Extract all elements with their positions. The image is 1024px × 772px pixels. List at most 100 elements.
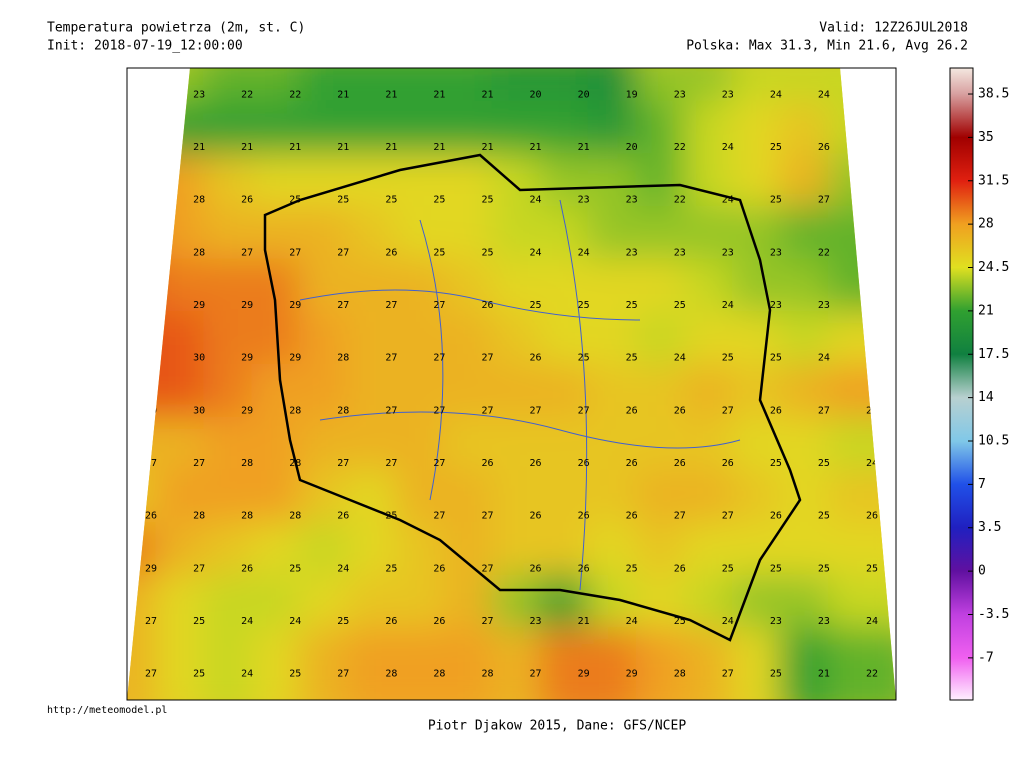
temperature-label: 22 bbox=[241, 89, 253, 100]
temperature-label: 30 bbox=[193, 405, 205, 416]
temperature-label: 21 bbox=[530, 142, 542, 153]
temperature-label: 21 bbox=[193, 142, 205, 153]
temperature-label: 27 bbox=[433, 300, 445, 311]
temperature-label: 21 bbox=[818, 669, 830, 680]
temperature-label: 24 bbox=[722, 300, 734, 311]
temperature-label: 29 bbox=[626, 669, 638, 680]
temperature-label: 21 bbox=[337, 89, 349, 100]
temperature-label: 25 bbox=[578, 353, 590, 364]
temperature-label: 24 bbox=[289, 616, 301, 627]
temperature-label: 30 bbox=[145, 353, 157, 364]
colorbar-label: 21 bbox=[978, 303, 994, 318]
temperature-label: 23 bbox=[626, 195, 638, 206]
temperature-label: 21 bbox=[578, 616, 590, 627]
temperature-label: 29 bbox=[145, 247, 157, 258]
temperature-label: 29 bbox=[193, 300, 205, 311]
temperature-label: 25 bbox=[481, 247, 493, 258]
temperature-label: 26 bbox=[770, 511, 782, 522]
temperature-label: 25 bbox=[626, 563, 638, 574]
colorbar-label: 14 bbox=[978, 390, 994, 405]
credit: Piotr Djakow 2015, Dane: GFS/NCEP bbox=[428, 719, 686, 734]
temperature-label: 27 bbox=[385, 300, 397, 311]
temperature-label: 26 bbox=[481, 300, 493, 311]
temperature-label: 25 bbox=[193, 669, 205, 680]
temperature-label: 25 bbox=[481, 195, 493, 206]
colorbar-label: 24.5 bbox=[978, 260, 1009, 275]
temperature-label: 27 bbox=[722, 511, 734, 522]
poland-border bbox=[263, 153, 802, 642]
temperature-label: 27 bbox=[578, 405, 590, 416]
temperature-label: 27 bbox=[337, 669, 349, 680]
temperature-label: 25 bbox=[530, 300, 542, 311]
temperature-label: 23 bbox=[866, 195, 878, 206]
temperature-label: 23 bbox=[578, 195, 590, 206]
temperature-label: 21 bbox=[385, 142, 397, 153]
temperature-label: 27 bbox=[433, 353, 445, 364]
temperature-label: 27 bbox=[481, 511, 493, 522]
temperature-label: 24 bbox=[337, 563, 349, 574]
colorbar-label: 0 bbox=[978, 564, 986, 579]
temperature-label: 27 bbox=[530, 405, 542, 416]
temperature-label: 25 bbox=[722, 353, 734, 364]
temperature-label: 23 bbox=[770, 616, 782, 627]
temperature-label: 25 bbox=[770, 142, 782, 153]
temperature-label: 26 bbox=[578, 458, 590, 469]
temperature-label: 19 bbox=[626, 89, 638, 100]
temperature-label: 26 bbox=[145, 511, 157, 522]
temperature-label: 21 bbox=[289, 142, 301, 153]
temperature-label: 26 bbox=[385, 616, 397, 627]
temperature-label: 23 bbox=[193, 89, 205, 100]
temperature-label: 24 bbox=[722, 142, 734, 153]
temperature-label: 21 bbox=[433, 142, 445, 153]
temperature-label: 26 bbox=[626, 511, 638, 522]
temperature-label: 25 bbox=[193, 616, 205, 627]
temperature-label: 26 bbox=[674, 405, 686, 416]
temperature-label: 24 bbox=[770, 89, 782, 100]
temperature-label: 25 bbox=[818, 458, 830, 469]
temperature-label: 24 bbox=[530, 195, 542, 206]
temperature-label: 27 bbox=[481, 616, 493, 627]
temperature-label: 25 bbox=[289, 563, 301, 574]
temperature-label: 25 bbox=[770, 195, 782, 206]
temperature-label: 25 bbox=[385, 563, 397, 574]
temperature-label: 26 bbox=[241, 563, 253, 574]
temperature-label: 26 bbox=[626, 458, 638, 469]
temperature-label: 24 bbox=[578, 247, 590, 258]
temperature-cell bbox=[827, 627, 896, 700]
temperature-label: 26 bbox=[530, 511, 542, 522]
temperature-label: 28 bbox=[674, 669, 686, 680]
temperature-label: 27 bbox=[481, 563, 493, 574]
colorbar-label: -7 bbox=[978, 650, 994, 665]
temperature-label: 29 bbox=[241, 353, 253, 364]
temperature-label: 25 bbox=[866, 353, 878, 364]
colorbar-label: 17.5 bbox=[978, 347, 1009, 362]
temperature-label: 23 bbox=[722, 247, 734, 258]
temperature-label: 29 bbox=[241, 300, 253, 311]
temperature-label: 29 bbox=[289, 300, 301, 311]
temperature-label: 27 bbox=[530, 669, 542, 680]
temperature-label: 27 bbox=[193, 458, 205, 469]
map-frame bbox=[126, 67, 897, 701]
temperature-label: 27 bbox=[385, 353, 397, 364]
temperature-label: 26 bbox=[626, 405, 638, 416]
temperature-label: 25 bbox=[674, 300, 686, 311]
temperature-label: 27 bbox=[385, 405, 397, 416]
temperature-label: 26 bbox=[530, 353, 542, 364]
temperature-label: 23 bbox=[770, 300, 782, 311]
temperature-label: 25 bbox=[433, 247, 445, 258]
temperature-label: 27 bbox=[722, 405, 734, 416]
temperature-label: 26 bbox=[337, 511, 349, 522]
temperature-label: 27 bbox=[337, 247, 349, 258]
temperature-label: 28 bbox=[193, 247, 205, 258]
colorbar-label: 3.5 bbox=[978, 520, 1001, 535]
temperature-label: 28 bbox=[241, 511, 253, 522]
temperature-label: 29 bbox=[241, 405, 253, 416]
temperature-cell bbox=[127, 68, 196, 141]
temperature-label: 26 bbox=[530, 458, 542, 469]
temperature-label: 28 bbox=[193, 511, 205, 522]
temperature-label: 21 bbox=[241, 142, 253, 153]
temperature-label: 20 bbox=[530, 89, 542, 100]
colorbar-label: 7 bbox=[978, 477, 986, 492]
temperature-label: 28 bbox=[145, 195, 157, 206]
temperature-label: 27 bbox=[193, 563, 205, 574]
